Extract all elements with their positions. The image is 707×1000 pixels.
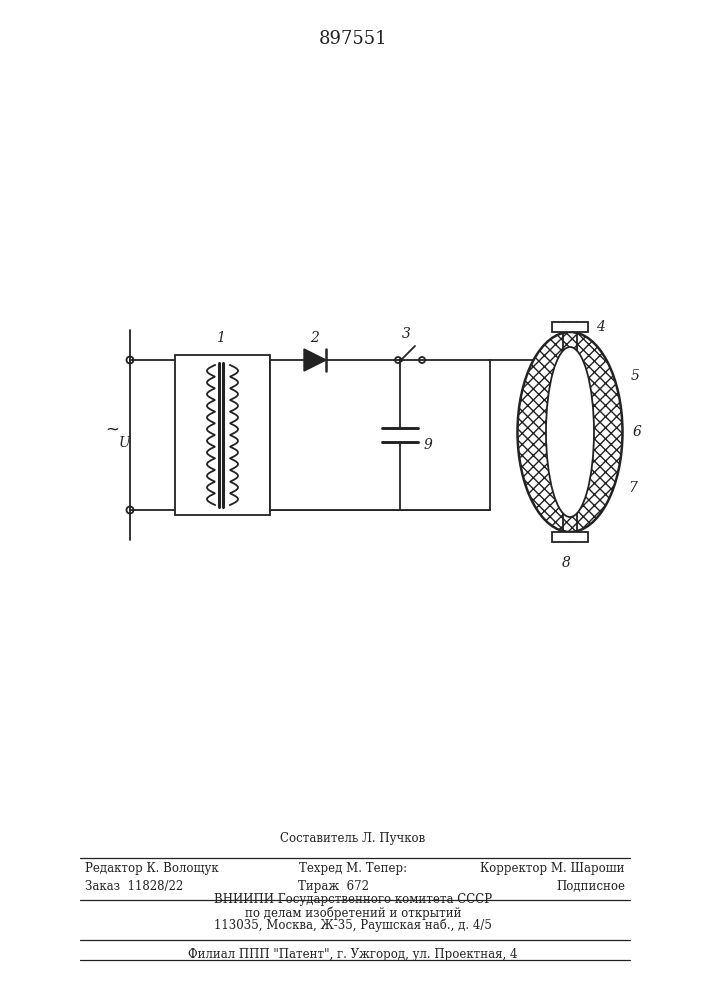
Text: Филиал ППП "Патент", г. Ужгород, ул. Проектная, 4: Филиал ППП "Патент", г. Ужгород, ул. Про… <box>188 948 518 961</box>
Text: 9: 9 <box>424 438 433 452</box>
Circle shape <box>399 359 402 361</box>
Text: 897551: 897551 <box>319 30 387 48</box>
Text: Подписное: Подписное <box>556 880 625 893</box>
Text: ~: ~ <box>105 421 119 439</box>
Text: 4: 4 <box>596 320 605 334</box>
Text: 7: 7 <box>629 481 638 495</box>
Polygon shape <box>304 349 326 371</box>
Text: Корректор М. Шароши: Корректор М. Шароши <box>481 862 625 875</box>
Bar <box>552 322 588 332</box>
Ellipse shape <box>518 332 622 532</box>
Text: 3: 3 <box>402 327 411 341</box>
Text: 8: 8 <box>561 556 571 570</box>
Text: 2: 2 <box>310 331 320 345</box>
Bar <box>270 360 490 510</box>
Bar <box>175 355 270 515</box>
Text: Составитель Л. Пучков: Составитель Л. Пучков <box>281 832 426 845</box>
Text: 1: 1 <box>216 331 225 345</box>
Text: 5: 5 <box>631 369 639 383</box>
Text: по делам изобретений и открытий: по делам изобретений и открытий <box>245 906 461 920</box>
Ellipse shape <box>546 347 594 517</box>
Text: Редактор К. Волощук: Редактор К. Волощук <box>85 862 218 875</box>
Text: 113035, Москва, Ж-35, Раушская наб., д. 4/5: 113035, Москва, Ж-35, Раушская наб., д. … <box>214 919 492 932</box>
Text: U: U <box>119 436 131 450</box>
Text: Техред М. Тепер:: Техред М. Тепер: <box>299 862 407 875</box>
Text: Заказ  11828/22: Заказ 11828/22 <box>85 880 183 893</box>
Text: ВНИИПИ Государственного комитета СССР: ВНИИПИ Государственного комитета СССР <box>214 893 492 906</box>
Text: Тираж  672: Тираж 672 <box>298 880 368 893</box>
Bar <box>552 532 588 542</box>
Text: 6: 6 <box>633 425 641 439</box>
